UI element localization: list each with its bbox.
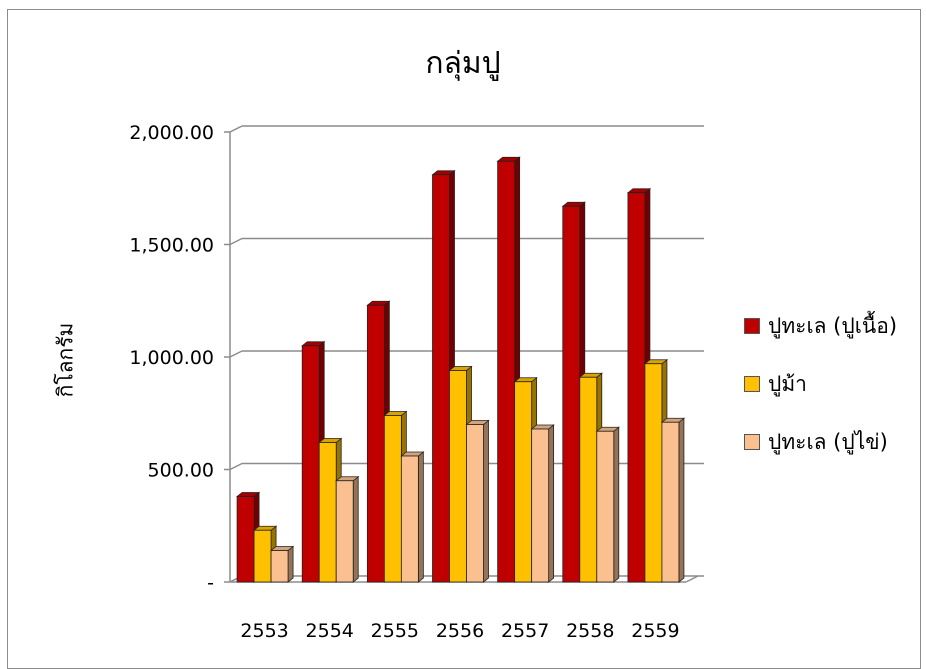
legend-swatch-blue-crab xyxy=(744,376,760,392)
bar xyxy=(579,376,598,583)
y-tick-label: 500.00 xyxy=(148,460,214,482)
bar xyxy=(644,363,663,583)
bar xyxy=(497,160,516,583)
bar xyxy=(366,304,385,583)
legend-swatch-crab-meat xyxy=(744,318,760,334)
gridline xyxy=(229,125,243,133)
bar xyxy=(531,428,550,583)
bar xyxy=(627,192,646,583)
gridline xyxy=(229,237,243,246)
bar xyxy=(318,442,337,583)
x-tick-label: 2558 xyxy=(566,620,614,642)
y-tick-label: 1,500.00 xyxy=(129,235,214,257)
bar-side xyxy=(352,475,359,583)
bar-side xyxy=(417,451,424,583)
gridline xyxy=(229,462,243,471)
x-tick-label: 2553 xyxy=(240,620,288,642)
y-tick-label: - xyxy=(207,572,214,594)
legend-item-crab-egg: ปูทะเล (ปูไข่) xyxy=(744,428,897,456)
x-tick-label: 2557 xyxy=(501,620,549,642)
bar xyxy=(335,480,354,583)
legend-label: ปูม้า xyxy=(768,371,807,396)
legend-swatch-crab-egg xyxy=(744,434,760,450)
floor-edge xyxy=(685,575,699,583)
bar xyxy=(449,370,467,583)
bar xyxy=(236,496,255,583)
legend-label: ปูทะเล (ปูไข่) xyxy=(768,429,888,454)
bar xyxy=(514,381,533,583)
y-tick-label: 2,000.00 xyxy=(129,122,214,144)
bar xyxy=(253,529,272,583)
bar-side xyxy=(548,424,555,583)
bar xyxy=(383,415,402,583)
bar-side xyxy=(678,417,685,583)
bar xyxy=(301,345,320,583)
x-tick-label: 2555 xyxy=(371,620,419,642)
bar xyxy=(270,550,289,583)
bar-side xyxy=(613,426,620,583)
y-tick-label: 1,000.00 xyxy=(129,347,214,369)
bar xyxy=(661,421,680,583)
bar xyxy=(596,430,615,583)
x-tick-label: 2556 xyxy=(436,620,484,642)
legend-item-blue-crab: ปูม้า xyxy=(744,370,897,398)
x-tick-label: 2554 xyxy=(306,620,354,642)
bar-side xyxy=(483,419,489,583)
legend: ปูทะเล (ปูเนื้อ) ปูม้า ปูทะเล (ปูไข่) xyxy=(744,312,897,486)
bar xyxy=(562,205,581,583)
bar xyxy=(400,455,419,583)
legend-item-crab-meat: ปูทะเล (ปูเนื้อ) xyxy=(744,312,897,340)
x-tick-label: 2559 xyxy=(631,620,679,642)
bar xyxy=(466,424,484,583)
legend-label: ปูทะเล (ปูเนื้อ) xyxy=(768,313,898,338)
bar-side xyxy=(287,545,294,583)
gridline xyxy=(229,350,243,358)
bar xyxy=(432,174,450,583)
chart-title: กลุ่มปู xyxy=(425,46,501,81)
